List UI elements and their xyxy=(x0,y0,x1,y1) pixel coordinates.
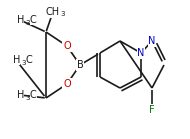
Text: CH: CH xyxy=(46,7,60,17)
Text: 3: 3 xyxy=(21,60,25,66)
Text: C: C xyxy=(30,90,37,100)
Text: N: N xyxy=(137,48,145,58)
Text: 3: 3 xyxy=(25,95,29,101)
Text: F: F xyxy=(149,105,155,115)
Text: C: C xyxy=(26,55,33,65)
Text: 3: 3 xyxy=(60,11,64,17)
Text: H: H xyxy=(17,90,24,100)
Text: N: N xyxy=(148,36,156,46)
Text: O: O xyxy=(63,41,71,51)
Text: H: H xyxy=(13,55,20,65)
Text: H: H xyxy=(17,15,24,25)
Text: O: O xyxy=(63,79,71,89)
Text: B: B xyxy=(77,60,83,70)
Text: 3: 3 xyxy=(25,20,29,26)
Text: C: C xyxy=(30,15,37,25)
